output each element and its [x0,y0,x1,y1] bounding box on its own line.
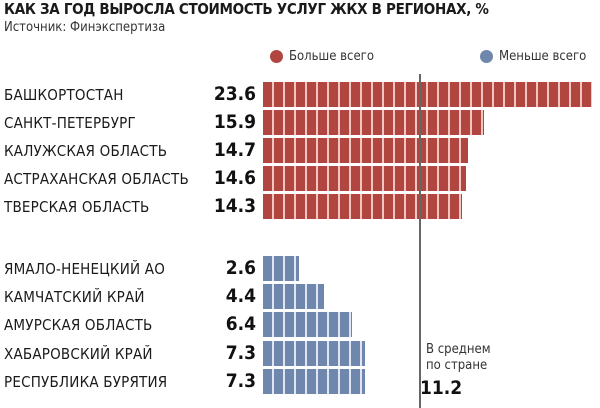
average-line [419,74,421,408]
average-value: 11.2 [420,377,463,399]
bar [263,166,467,191]
category-label: АСТРАХАНСКАЯ ОБЛАСТЬ [4,170,189,188]
data-label: 15.9 [213,111,256,133]
average-label-line2: по стране [426,358,488,373]
bar [263,369,365,394]
data-label: 4.4 [225,285,256,307]
bar [263,138,468,163]
average-label-line1: В среднем [426,342,491,357]
legend-item-most: Больше всего [270,49,374,64]
bar [263,256,300,281]
bar [263,341,365,366]
bar [263,284,325,309]
data-label: 14.3 [213,195,256,217]
data-label: 14.7 [213,139,256,161]
category-label: КАЛУЖСКАЯ ОБЛАСТЬ [4,142,168,160]
chart-source: Источник: Финэкспертиза [4,20,166,35]
category-label: РЕСПУБЛИКА БУРЯТИЯ [4,373,168,391]
category-label: ХАБАРОВСКИЙ КРАЙ [4,345,153,363]
legend-label: Меньше всего [499,49,587,64]
data-label: 7.3 [225,342,256,364]
category-label: ТВЕРСКАЯ ОБЛАСТЬ [4,198,150,216]
chart-title: КАК ЗА ГОД ВЫРОСЛА СТОИМОСТЬ УСЛУГ ЖКХ В… [4,0,489,18]
bar [263,312,353,337]
data-label: 2.6 [225,257,256,279]
category-label: БАШКОРТОСТАН [4,86,124,104]
data-label: 7.3 [225,370,256,392]
data-label: 23.6 [213,83,256,105]
bar [263,82,592,107]
data-label: 6.4 [225,313,256,335]
average-label: В среднем по стране [426,342,491,374]
legend-label: Больше всего [289,49,374,64]
legend-dot-blue [480,50,493,63]
category-label: КАМЧАТСКИЙ КРАЙ [4,288,145,306]
data-label: 14.6 [213,167,256,189]
category-label: АМУРСКАЯ ОБЛАСТЬ [4,316,153,334]
category-label: САНКТ-ПЕТЕРБУРГ [4,114,136,132]
bar [263,110,485,135]
legend-item-least: Меньше всего [480,49,586,64]
legend-dot-red [270,50,283,63]
bar [263,194,463,219]
category-label: ЯМАЛО-НЕНЕЦКИЙ АО [4,260,166,278]
